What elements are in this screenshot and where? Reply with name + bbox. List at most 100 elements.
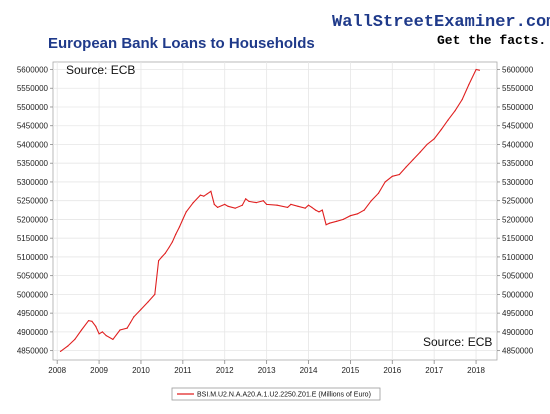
data-point	[224, 203, 226, 205]
y-tick-label-right: 5600000	[502, 65, 534, 74]
x-tick-label: 2011	[174, 366, 192, 375]
y-tick-label-left: 5000000	[17, 290, 49, 299]
data-point	[154, 293, 156, 295]
x-tick-label: 2010	[132, 366, 150, 375]
y-tick-label-right: 5100000	[502, 253, 534, 262]
data-point	[433, 138, 435, 140]
data-point	[419, 151, 421, 153]
y-tick-label-right: 4850000	[502, 347, 534, 356]
y-tick-label-right: 5200000	[502, 215, 534, 224]
data-point	[161, 256, 163, 258]
data-point	[287, 206, 289, 208]
data-point	[276, 204, 278, 206]
data-point	[349, 215, 351, 217]
y-tick-label-left: 4850000	[17, 347, 49, 356]
legend: BSI.M.U2.N.A.A20.A.1.U2.2250.Z01.E (Mill…	[171, 387, 381, 401]
y-tick-label-left: 4900000	[17, 328, 49, 337]
data-point	[147, 301, 149, 303]
y-tick-label-left: 5350000	[17, 159, 49, 168]
data-point	[307, 204, 310, 206]
y-tick-label-right: 5150000	[502, 234, 534, 243]
x-tick-label: 2013	[258, 366, 276, 375]
y-tick-label-right: 5350000	[502, 159, 534, 168]
legend-box	[171, 387, 381, 401]
source-annotation-top: Source: ECB	[66, 63, 135, 77]
data-point	[217, 206, 219, 208]
y-tick-label-left: 4950000	[17, 309, 49, 318]
data-point	[119, 329, 121, 331]
y-tick-label-left: 5100000	[17, 253, 49, 262]
data-point	[175, 233, 177, 235]
data-point	[248, 200, 250, 202]
data-point	[91, 320, 93, 322]
source-annotation-bottom: Source: ECB	[423, 335, 492, 349]
y-tick-label-left: 5200000	[17, 215, 49, 224]
data-point	[98, 333, 100, 335]
data-point	[426, 143, 428, 146]
data-point	[171, 241, 173, 243]
y-tick-label-right: 5050000	[502, 272, 534, 281]
data-point	[126, 327, 128, 329]
data-point	[213, 203, 215, 205]
y-tick-label-left: 5150000	[17, 234, 49, 243]
data-point	[475, 68, 477, 71]
data-point	[454, 110, 456, 112]
data-point	[241, 204, 243, 206]
legend-label: BSI.M.U2.N.A.A20.A.1.U2.2250.Z01.E (Mill…	[197, 392, 371, 399]
y-tick-label-left: 5300000	[17, 178, 49, 187]
y-tick-label-right: 4950000	[502, 309, 534, 318]
data-point	[262, 200, 264, 202]
data-point	[88, 320, 90, 322]
data-point	[412, 158, 414, 161]
data-point	[384, 181, 386, 183]
data-point	[59, 350, 62, 352]
data-point	[105, 335, 107, 337]
brand-tagline: Get the facts.	[437, 33, 546, 48]
data-point	[227, 205, 229, 207]
x-tick-label: 2015	[341, 366, 359, 375]
y-tick-label-right: 5300000	[502, 178, 534, 187]
data-point	[405, 166, 407, 168]
data-point	[297, 205, 299, 207]
data-point	[185, 211, 187, 213]
data-point	[140, 308, 142, 310]
y-tick-label-left: 5550000	[17, 84, 49, 93]
data-point	[363, 209, 365, 211]
data-point	[447, 119, 449, 121]
data-point	[74, 338, 76, 340]
x-tick-label: 2014	[300, 366, 318, 375]
data-point	[178, 226, 181, 228]
data-point	[95, 325, 97, 327]
y-tick-label-left: 5500000	[17, 103, 49, 112]
brand-name: WallStreetExaminer.com	[332, 13, 550, 32]
x-tick-label: 2018	[467, 366, 485, 375]
x-tick-label: 2008	[48, 366, 66, 375]
data-point	[468, 83, 470, 86]
y-tick-label-left: 5050000	[17, 272, 49, 281]
y-tick-label-right: 5450000	[502, 122, 534, 131]
data-point	[164, 252, 166, 254]
chart-title: European Bank Loans to Households	[48, 35, 315, 52]
plot-area	[52, 61, 498, 361]
data-point	[206, 193, 208, 195]
data-point	[478, 69, 480, 71]
data-point	[315, 209, 317, 211]
data-point	[342, 218, 344, 220]
data-point	[440, 128, 442, 131]
data-point	[67, 345, 69, 347]
data-point	[398, 173, 400, 176]
data-point	[199, 194, 201, 196]
data-point	[129, 321, 132, 324]
y-tick-label-left: 5400000	[17, 140, 49, 149]
data-point	[245, 198, 247, 200]
data-point	[168, 246, 170, 249]
data-point	[325, 224, 327, 226]
y-tick-label-right: 5250000	[502, 197, 534, 206]
y-tick-label-right: 5550000	[502, 84, 534, 93]
data-point	[158, 260, 160, 262]
data-point	[182, 218, 184, 220]
data-point	[370, 200, 372, 202]
data-point	[377, 192, 380, 194]
